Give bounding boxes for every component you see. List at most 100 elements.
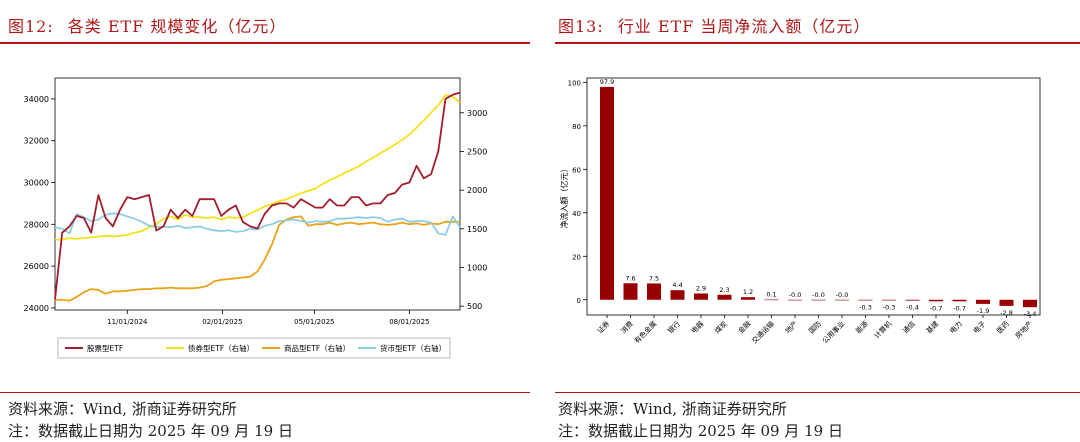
y-axis-tick-label: 20	[572, 253, 581, 261]
bar-value-label-17: -2.8	[1000, 309, 1013, 317]
figure-12-panel: 图12: 各类 ETF 规模变化（亿元） 24000 26000 28000 30000…	[0, 0, 530, 442]
bar-1	[623, 283, 638, 300]
bar-value-label-16: -1.9	[977, 307, 990, 315]
figure-12-note: 注：数据截止日期为 2025 年 09 月 19 日	[8, 422, 293, 440]
bar-14	[929, 299, 943, 302]
bar-6	[741, 297, 755, 300]
bar-3	[670, 290, 685, 300]
bar-9	[811, 299, 826, 301]
left-axis-tick-label: 34000	[24, 95, 49, 104]
legend-label-0: 股票型ETF	[87, 344, 123, 353]
category-label-3: 银行	[666, 319, 682, 335]
legend-label-3: 货币型ETF（右轴）	[380, 343, 446, 353]
category-label-12: 计算机	[872, 319, 893, 340]
right-axis-tick-label: 2500	[467, 147, 487, 156]
bar-value-label-8: -0.0	[789, 291, 802, 299]
bar-11	[858, 299, 873, 301]
category-label-10: 公用事业	[820, 319, 846, 345]
bar-12	[882, 299, 896, 301]
bar-15	[952, 299, 967, 302]
category-label-9: 国防	[807, 319, 823, 335]
y-axis-tick-label: 40	[572, 210, 581, 218]
bar-value-label-14: -0.7	[930, 304, 943, 312]
left-axis-tick-label: 30000	[24, 179, 49, 188]
bar-7	[764, 299, 779, 301]
bar-value-label-13: -0.4	[906, 304, 919, 312]
series-line-2	[55, 215, 460, 302]
right-axis-tick-label: 1500	[467, 225, 487, 234]
figure-13-panel: 图13: 行业 ETF 当周净流入额（亿元） 0 20 40 60 80 100 净流入额（亿…	[555, 0, 1080, 442]
bar-value-label-9: -0.0	[812, 291, 825, 299]
category-label-5: 煤炭	[713, 319, 729, 335]
series-line-1	[55, 94, 461, 241]
bar-value-label-7: 0.1	[766, 291, 776, 299]
bar-value-label-15: -0.7	[953, 304, 966, 312]
figure-13-title: 图13: 行业 ETF 当周净流入额（亿元）	[558, 13, 870, 37]
x-axis-tick-label: 08/01/2025	[389, 318, 429, 326]
bar-18	[1023, 299, 1037, 308]
figure-12-title: 图12: 各类 ETF 规模变化（亿元）	[8, 13, 286, 37]
bar-value-label-6: 1.2	[743, 288, 753, 296]
left-axis-tick-label: 28000	[24, 220, 49, 229]
bar-value-label-3: 4.4	[672, 281, 682, 289]
category-label-11: 能源	[854, 319, 870, 335]
legend-label-1: 债券型ETF（右轴）	[188, 343, 254, 353]
bar-16	[976, 299, 990, 304]
figure-13-top-rule	[555, 42, 1080, 44]
x-axis-tick-label: 11/01/2024	[107, 318, 148, 326]
category-label-13: 通信	[901, 319, 917, 335]
figure-12-number: 图12:	[8, 17, 54, 36]
etf-scale-line-chart: 24000 26000 28000 30000 32000 34000 500 1000 150…	[24, 77, 487, 359]
figure-13-title-text: 行业 ETF 当周净流入额（亿元）	[617, 17, 871, 36]
bar-17	[999, 299, 1014, 306]
figure-12-top-rule	[0, 42, 530, 44]
legend-label-2: 商品型ETF（右轴）	[284, 343, 350, 353]
category-label-6: 金融	[736, 319, 752, 335]
figure-12-bottom-rule	[0, 392, 530, 393]
figure-13-note: 注：数据截止日期为 2025 年 09 月 19 日	[558, 422, 843, 440]
left-axis-tick-label: 24000	[24, 304, 49, 313]
category-label-2: 有色金属	[632, 319, 658, 345]
category-label-15: 电力	[948, 319, 964, 335]
bar-value-label-10: -0.0	[836, 291, 849, 299]
category-label-7: 交通运输	[750, 319, 776, 345]
bar-value-label-2: 7.5	[649, 274, 659, 282]
y-axis-tick-label: 60	[572, 166, 581, 174]
bar-5	[717, 294, 732, 300]
category-label-4: 电器	[689, 319, 705, 335]
bar-value-label-5: 2.3	[719, 286, 729, 294]
figure-13-bottom-rule	[555, 392, 1080, 393]
y-axis-label: 净流入额（亿元）	[559, 165, 569, 229]
category-label-0: 证券	[595, 319, 611, 335]
bar-value-label-0: 97.9	[600, 78, 614, 86]
y-axis-tick-label: 80	[572, 123, 581, 131]
bar-2	[647, 283, 661, 300]
bar-value-label-12: -0.3	[883, 303, 896, 311]
left-axis-tick-label: 32000	[24, 137, 49, 146]
x-axis-tick-label: 05/01/2025	[294, 318, 334, 326]
category-label-8: 地产	[783, 319, 799, 335]
bar-8	[788, 299, 802, 301]
figure-12-title-text: 各类 ETF 规模变化（亿元）	[67, 17, 287, 36]
y-axis-tick-label: 0	[577, 297, 581, 305]
right-axis-tick-label: 500	[467, 302, 482, 311]
category-label-1: 消费	[619, 319, 635, 335]
bar-10	[835, 299, 849, 301]
y-axis-tick-label: 100	[568, 79, 581, 87]
legend-box	[57, 337, 451, 359]
bar-value-label-11: -0.3	[859, 303, 872, 311]
x-axis-tick-label: 02/01/2025	[202, 318, 242, 326]
category-label-14: 基建	[924, 319, 940, 335]
figure-13-number: 图13:	[558, 17, 604, 36]
category-label-18: 房地产	[1013, 319, 1034, 340]
left-axis-tick-label: 26000	[24, 262, 49, 271]
bar-value-label-1: 7.6	[625, 274, 635, 282]
bar-4	[694, 293, 708, 300]
chart-legend: 股票型ETF 债券型ETF（右轴） 商品型ETF（右轴） 货币型ETF（右轴）	[57, 337, 451, 359]
right-axis-tick-label: 1000	[467, 263, 487, 272]
bar-0	[600, 86, 614, 300]
category-label-16: 电子	[971, 319, 987, 335]
bar-value-label-4: 2.9	[696, 284, 706, 292]
figure-13-source: 资料来源：Wind, 浙商证券研究所	[558, 400, 787, 418]
figure-12-source: 资料来源：Wind, 浙商证券研究所	[8, 400, 237, 418]
